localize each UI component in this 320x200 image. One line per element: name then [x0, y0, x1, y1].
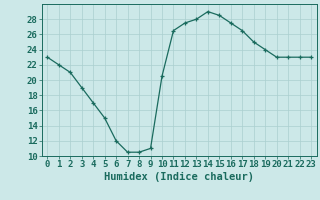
X-axis label: Humidex (Indice chaleur): Humidex (Indice chaleur)	[104, 172, 254, 182]
